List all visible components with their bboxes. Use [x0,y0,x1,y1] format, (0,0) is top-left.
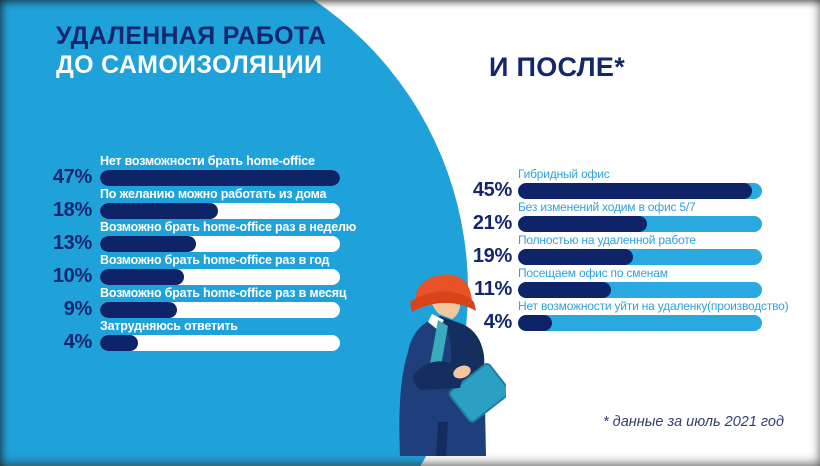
bar-label: Нет возможности уйти на удаленку(произво… [518,299,789,313]
forearm-sleeve [413,361,464,390]
legs-split [436,422,448,456]
title-line-1: УДАЛЕННАЯ РАБОТА [56,22,327,50]
bar-fill [100,269,184,285]
chart-row: 19% Полностью на удаленной работе [472,232,802,267]
bar-value: 18% [52,199,92,221]
bar-fill [518,315,553,331]
bar-label: Нет возможности брать home-office [100,154,315,168]
bar-fill [518,216,648,232]
bar-label: Возможно брать home-office раз в месяц [100,286,347,300]
bar-fill [100,170,340,186]
bar-track [518,183,762,199]
azure-circle-background [0,0,468,466]
bar-value: 9% [63,298,93,320]
bar-label: Без изменений ходим в офис 5/7 [518,200,696,214]
bar-label: Возможно брать home-office раз в год [100,253,330,267]
bar-label: Гибридный офис [518,167,610,181]
bar-value: 13% [52,232,92,254]
bar-value: 21% [472,212,512,234]
bar-value: 11% [473,278,512,300]
bar-label: Посещаем офис по сменам [518,266,668,280]
bar-value: 4% [63,331,93,353]
bar-label: Полностью на удаленной работе [518,233,696,247]
chart-row: 11% Посещаем офис по сменам [472,265,802,300]
bar-value: 19% [472,245,512,267]
bar-track [518,249,762,265]
bar-fill [100,302,177,318]
bar-value: 45% [472,179,512,201]
bar-value: 4% [483,311,513,333]
bar-track [100,269,340,285]
chart-row: 4% Затрудняюсь ответить [50,318,380,353]
chart-row: 13% Возможно брать home-office раз в неде… [50,219,380,254]
bar-track [518,315,762,331]
chart-row: 18% По желанию можно работать из дома [50,186,380,221]
chart-title-after: И ПОСЛЕ* [489,52,626,82]
bar-value: 10% [52,265,92,287]
chart-row: 47% Нет возможности брать home-office [50,153,380,188]
bar-fill [518,183,753,199]
bar-chart-before-isolation: 47% Нет возможности брать home-office 18% П… [50,153,380,353]
bar-label: Затрудняюсь ответить [100,319,238,333]
bar-fill [518,282,611,298]
bar-fill [518,249,633,265]
bar-label: По желанию можно работать из дома [100,187,327,201]
worker-with-tablet-illustration [399,274,506,456]
chart-row: 9% Возможно брать home-office раз в месяц [50,285,380,320]
bar-chart-after-isolation: 45% Гибридный офис 21% Без изменений ходим … [472,166,802,333]
chart-row: 10% Возможно брать home-office раз в год [50,252,380,287]
bar-label: Возможно брать home-office раз в неделю [100,220,357,234]
footnote-data-source: * данные за июль 2021 год [603,414,784,430]
bar-fill [100,335,139,351]
bar-track [100,236,340,252]
bar-track [100,170,340,186]
title-line-2: ДО САМОИЗОЛЯЦИИ [56,51,323,79]
tablet [448,363,506,423]
bar-fill [100,236,196,252]
bar-track [100,302,340,318]
bar-track [518,216,762,232]
chart-row: 21% Без изменений ходим в офис 5/7 [472,199,802,234]
bar-fill [100,203,218,219]
bar-track [100,203,340,219]
bar-track [518,282,762,298]
hardhat-brim [410,291,476,312]
chart-row: 4% Нет возможности уйти на удаленку(произ… [472,298,802,333]
pointing-hand [453,365,471,379]
chart-title-before: УДАЛЕННАЯ РАБОТА ДО САМОИЗОЛЯЦИИ [56,22,326,80]
chart-row: 45% Гибридный офис [472,166,802,201]
bar-value: 47% [52,166,92,188]
bar-track [100,335,340,351]
